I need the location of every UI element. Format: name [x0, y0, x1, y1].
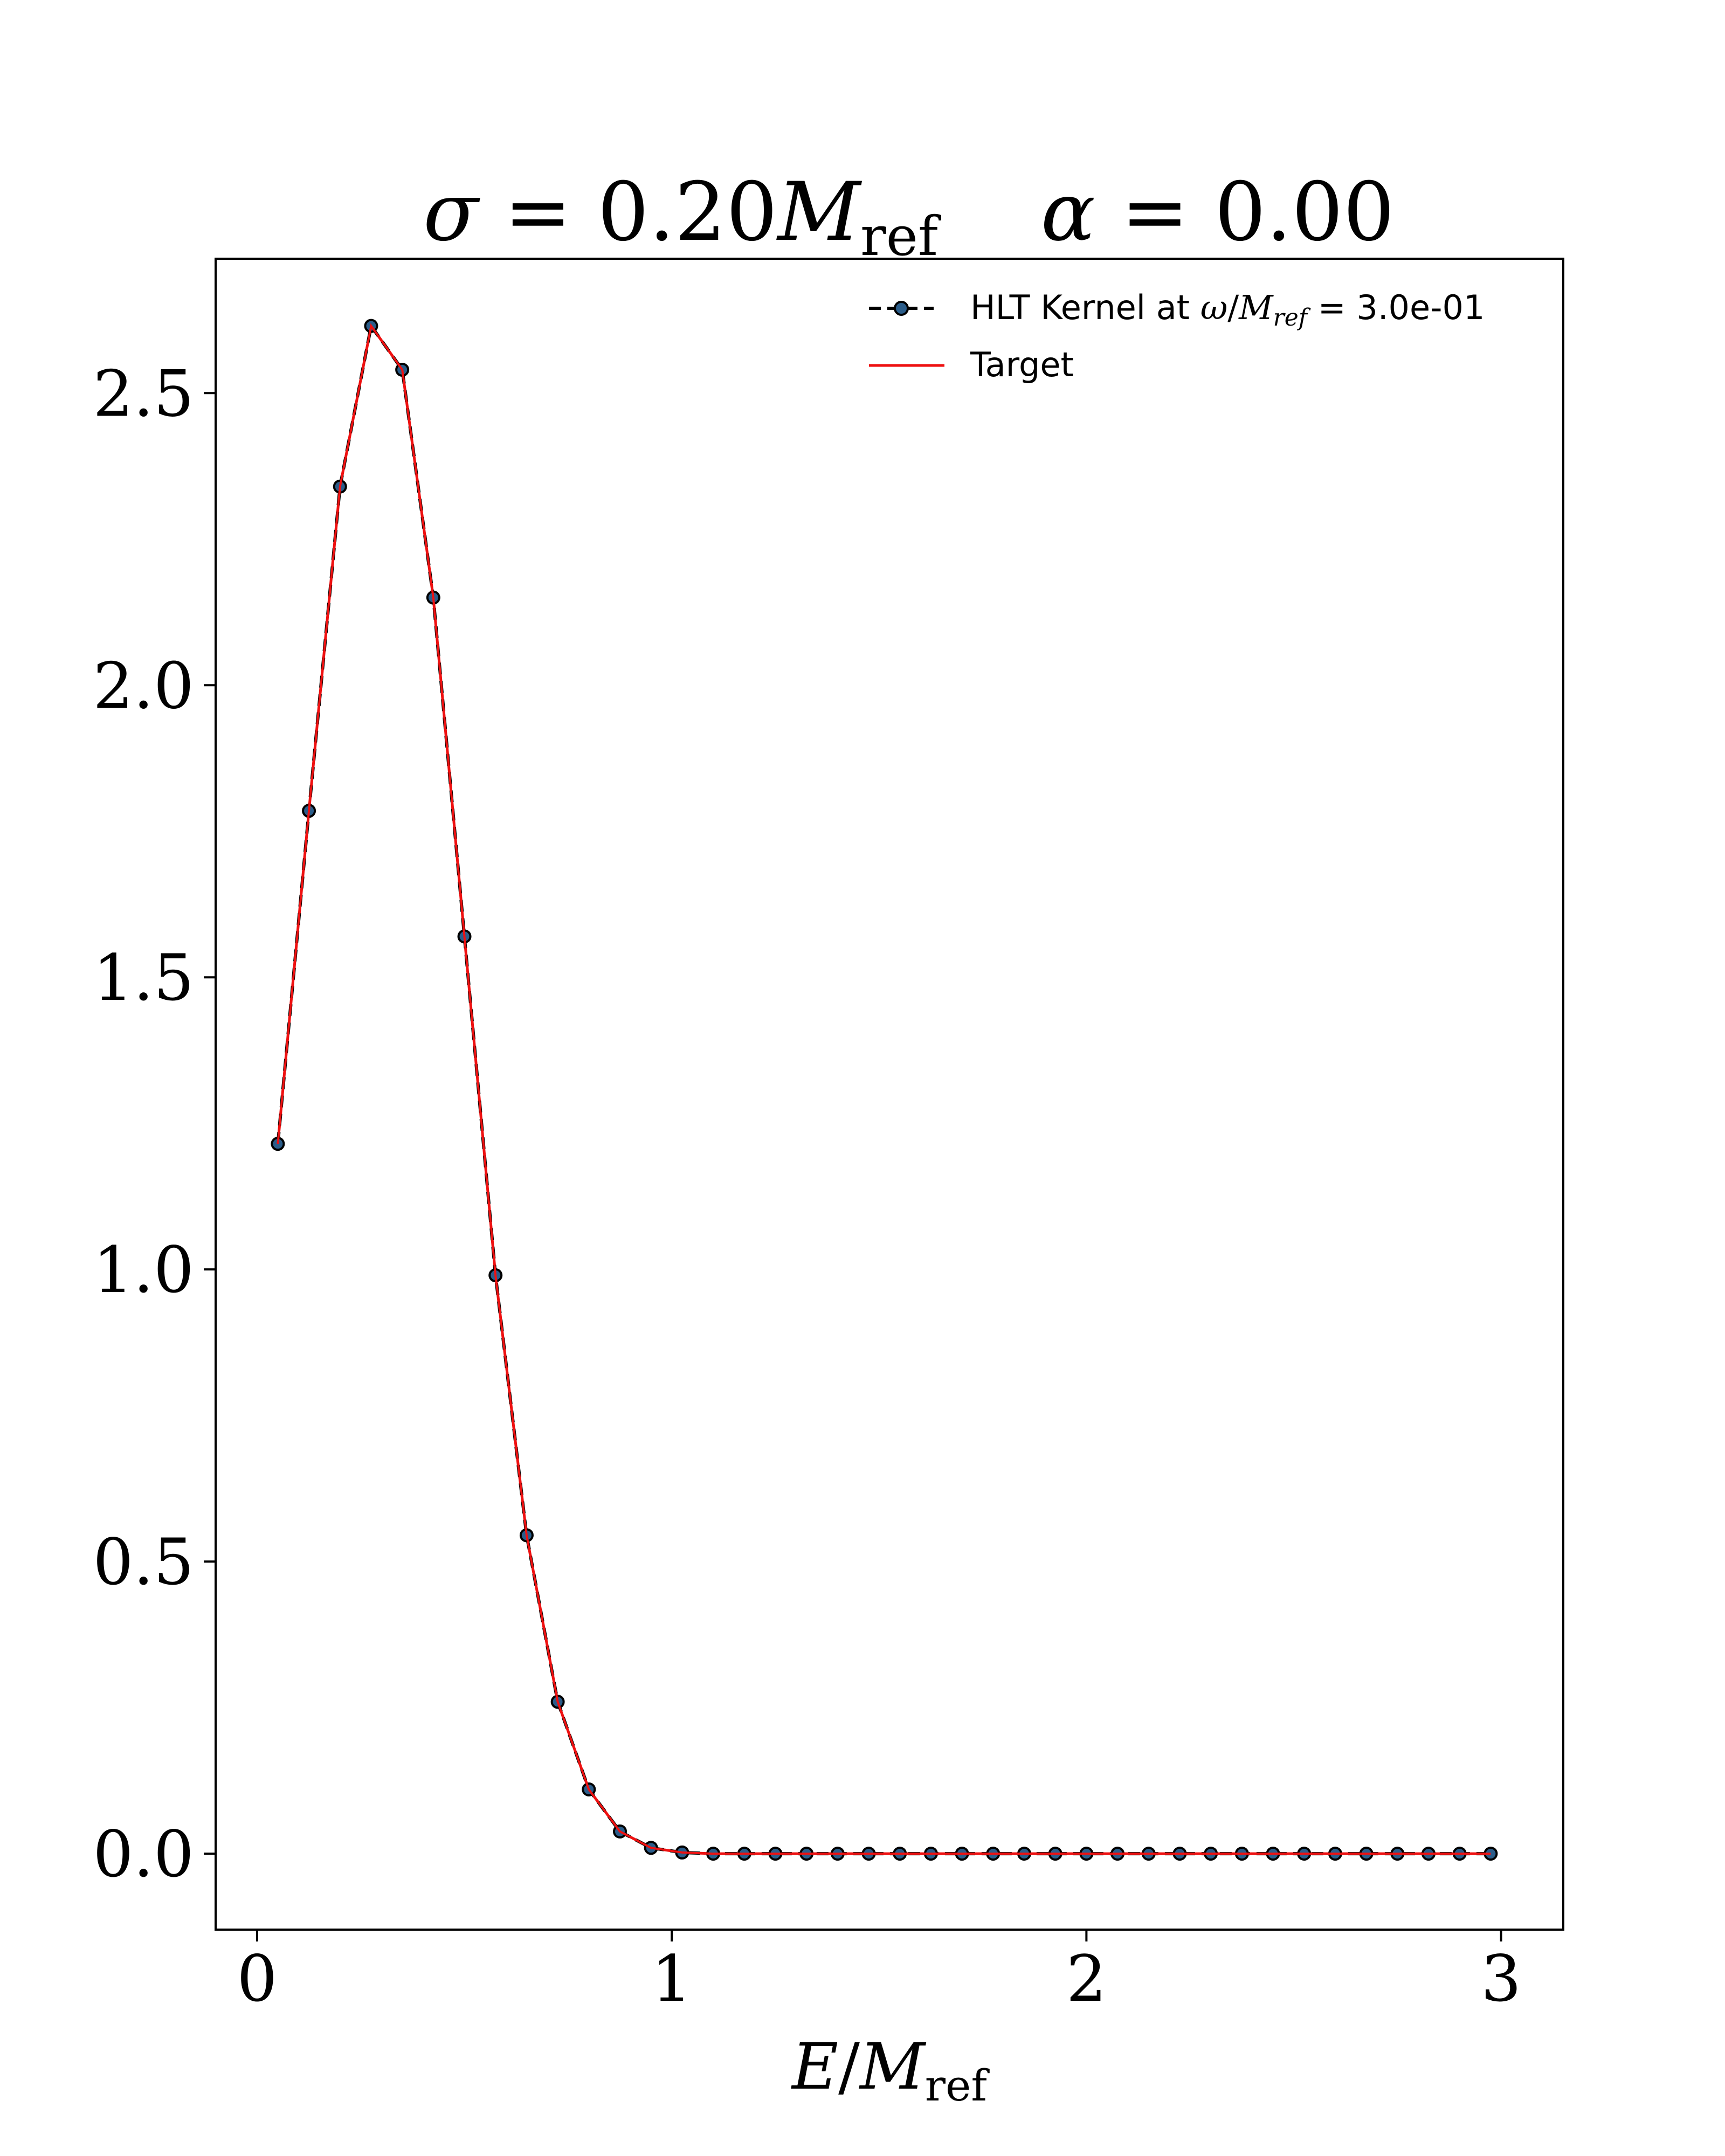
y-tick-label: 2.0 — [93, 648, 194, 723]
y-tick-label: 1.0 — [93, 1233, 194, 1307]
chart-title: σ = 0.20Mref α = 0.00 — [423, 165, 1395, 268]
target-line-overlay — [277, 323, 1491, 1855]
legend-kernel-label: HLT Kernel at ω/Mref = 3.0e-01 — [970, 288, 1485, 331]
legend-kernel-marker — [894, 301, 909, 316]
y-axis: 0.0 0.5 1.0 1.5 2.0 2.5 — [93, 356, 216, 1891]
y-tick-label: 2.5 — [93, 356, 194, 431]
x-tick-label: 2 — [1066, 1941, 1107, 2016]
x-tick-label: 0 — [237, 1941, 277, 2016]
plot-frame — [215, 258, 1564, 1931]
legend-target-label: Target — [970, 345, 1074, 384]
kernel-series — [271, 319, 1498, 1861]
y-tick-label: 0.5 — [93, 1525, 194, 1599]
y-tick-label: 1.5 — [93, 941, 194, 1015]
x-tick-label: 3 — [1481, 1941, 1521, 2016]
x-axis: 0 1 2 3 — [237, 1930, 1521, 2016]
x-tick-label: 1 — [652, 1941, 692, 2016]
legend: HLT Kernel at ω/Mref = 3.0e-01 Target — [869, 288, 1485, 384]
x-axis-label: E/Mref — [791, 2029, 990, 2111]
y-tick-label: 0.0 — [93, 1817, 194, 1891]
